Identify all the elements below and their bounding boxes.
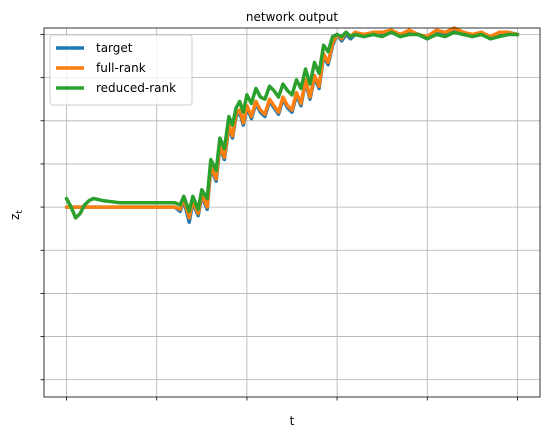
- legend: target full-rank reduced-rank: [49, 34, 193, 106]
- y-axis-label-main: z: [8, 214, 22, 220]
- chart-title: network output: [246, 10, 338, 24]
- legend-box: [49, 34, 193, 106]
- y-axis-label: zt: [8, 210, 25, 220]
- legend-label-full-rank: full-rank: [96, 61, 146, 75]
- y-axis-label-subscript: t: [15, 210, 25, 214]
- legend-label-target: target: [96, 41, 133, 55]
- x-axis-label: t: [290, 414, 295, 428]
- legend-label-reduced-rank: reduced-rank: [96, 81, 176, 95]
- plot-series: [64, 26, 520, 224]
- axis-ticks: [40, 34, 518, 401]
- series-line-reduced-rank: [64, 30, 520, 220]
- plot-frame: [43, 27, 541, 398]
